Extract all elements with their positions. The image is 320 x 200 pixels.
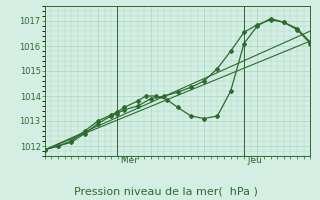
Text: Jeu: Jeu: [245, 156, 262, 165]
Text: Mer: Mer: [118, 156, 138, 165]
Text: Pression niveau de la mer(  hPa ): Pression niveau de la mer( hPa ): [75, 186, 258, 196]
